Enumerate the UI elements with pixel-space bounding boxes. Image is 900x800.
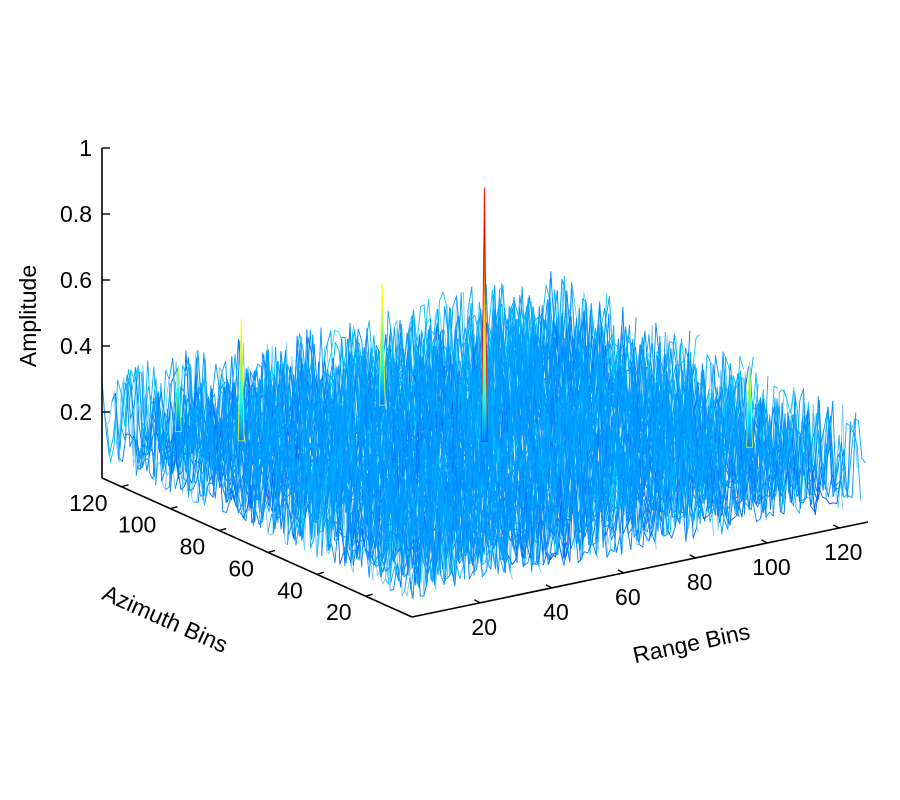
azimuth-tick [218, 527, 227, 532]
surface-line [144, 380, 456, 583]
azimuth-tick [170, 505, 178, 510]
surface-line [820, 406, 847, 490]
azimuth-tick [267, 549, 276, 554]
azimuth-tick [316, 571, 324, 575]
azimuth-tick [365, 593, 373, 597]
azimuth-tick-label: 80 [180, 534, 206, 560]
peak-spike [746, 361, 753, 448]
azimuth-tick [121, 484, 129, 488]
surface-line [825, 419, 852, 499]
range-tick [473, 599, 481, 604]
z-tick-label: 0.8 [60, 201, 92, 227]
surface-mesh [101, 187, 866, 599]
surface-line [346, 325, 657, 550]
surface-line [475, 298, 786, 517]
surface-line [388, 316, 700, 534]
surface-line [130, 364, 442, 590]
surface-line [546, 278, 858, 494]
peak-spike [237, 318, 245, 442]
z-tick-label: 0.6 [60, 267, 92, 293]
axes-group [101, 148, 869, 618]
surface-line [503, 296, 815, 513]
z-tick-label: 0.2 [60, 399, 92, 425]
z-tick-label: 0.4 [60, 333, 92, 359]
surface-line [273, 342, 585, 559]
azimuth-tick-label: 100 [118, 512, 156, 538]
azimuth-axis-line [101, 477, 413, 618]
surface-line [518, 297, 829, 505]
surface-line [417, 308, 729, 531]
range-axis-title: Range Bins [630, 618, 752, 668]
azimuth-tick-label: 20 [326, 599, 352, 625]
surface-line [786, 390, 813, 468]
azimuth-axis-title: Azimuth Bins [99, 580, 232, 658]
range-tick [545, 584, 553, 589]
range-tick [761, 539, 768, 544]
range-tick-label: 20 [471, 614, 497, 640]
range-tick-label: 80 [687, 569, 713, 595]
range-tick [832, 524, 840, 529]
range-tick-label: 60 [615, 584, 641, 610]
surface-line [532, 290, 844, 511]
peak-spike [481, 187, 488, 442]
range-tick [689, 554, 696, 559]
peak-spike [378, 283, 386, 406]
surface-line [202, 356, 513, 580]
z-tick-label: 1 [79, 135, 92, 161]
surface-line [571, 298, 598, 384]
z-axis-title: Amplitude [15, 265, 41, 367]
range-tick-label: 120 [824, 539, 862, 565]
surface-line [316, 338, 628, 554]
azimuth-tick-label: 60 [228, 555, 254, 581]
surface-line [302, 334, 614, 556]
range-tick-label: 40 [543, 599, 569, 625]
surface-line [115, 369, 427, 597]
surface-line [542, 275, 569, 373]
tick-group: 0.20.40.60.81204060801001202040608010012… [60, 135, 862, 640]
range-tick [617, 569, 625, 574]
azimuth-tick-label: 40 [277, 577, 303, 603]
peak-spike [174, 365, 182, 432]
range-axis-line [411, 521, 869, 618]
range-tick-label: 100 [752, 554, 790, 580]
surface-line [187, 350, 499, 576]
surface-line [835, 422, 862, 501]
surface-line [839, 418, 866, 498]
azimuth-tick-label: 120 [69, 490, 107, 516]
